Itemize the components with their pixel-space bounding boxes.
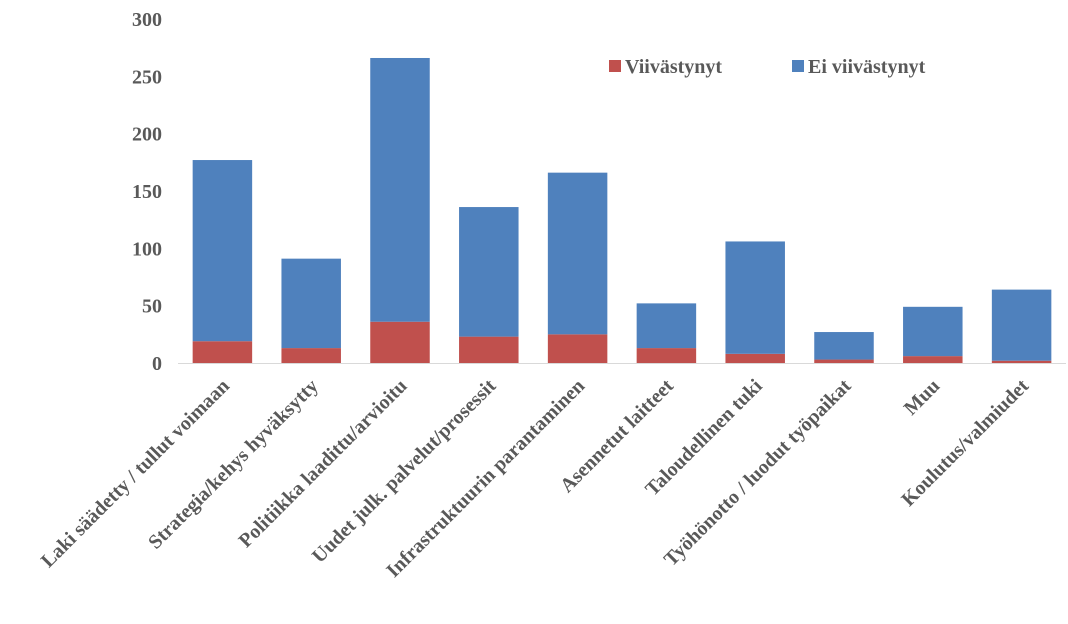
- y-tick-label: 200: [132, 124, 162, 146]
- y-tick-label: 50: [142, 296, 162, 318]
- legend-label-viivastynyt: Viivästynyt: [625, 56, 722, 78]
- bar-segment-viivastynyt: [459, 336, 519, 363]
- y-axis-ticks: 0 50 100 150 200 250 300: [132, 9, 162, 375]
- x-axis-labels: Laki säädetty / tullut voimaanStrategia/…: [37, 375, 1034, 582]
- legend: Viivästynyt Ei viivästynyt: [609, 56, 926, 78]
- y-tick-label: 100: [132, 238, 162, 260]
- y-tick-label: 0: [152, 353, 162, 375]
- bar-segment-viivastynyt: [725, 353, 785, 363]
- bar-segment-ei-viivastynyt: [814, 332, 874, 360]
- bar-segment-viivastynyt: [192, 341, 253, 363]
- x-category-label: Politiikka laadittu/arvioitu: [235, 375, 412, 552]
- bar-segment-ei-viivastynyt: [459, 207, 519, 337]
- x-category-label: Strategia/kehys hyväksytty: [144, 375, 323, 554]
- bar-segment-viivastynyt: [636, 348, 697, 363]
- bars-group: [192, 57, 1052, 363]
- legend-swatch-ei-viivastynyt: [792, 60, 804, 72]
- bar-segment-viivastynyt: [991, 360, 1052, 363]
- x-category-label: Työhönotto / luodut työpaikat: [660, 375, 856, 571]
- y-tick-label: 150: [132, 181, 162, 203]
- x-category-label: Muu: [900, 375, 945, 420]
- bar-segment-ei-viivastynyt: [281, 258, 341, 349]
- bar-segment-ei-viivastynyt: [192, 160, 253, 342]
- x-category-label: Laki säädetty / tullut voimaan: [37, 375, 234, 572]
- y-tick-label: 250: [132, 66, 162, 88]
- bar-segment-viivastynyt: [547, 334, 608, 363]
- bar-segment-ei-viivastynyt: [547, 172, 608, 335]
- bar-segment-ei-viivastynyt: [991, 289, 1052, 361]
- legend-swatch-viivastynyt: [609, 60, 621, 72]
- bar-segment-ei-viivastynyt: [370, 57, 430, 322]
- bar-segment-ei-viivastynyt: [903, 306, 963, 357]
- bar-segment-viivastynyt: [370, 321, 430, 363]
- legend-label-ei-viivastynyt: Ei viivästynyt: [808, 56, 926, 78]
- bar-segment-viivastynyt: [814, 359, 874, 363]
- bar-segment-ei-viivastynyt: [725, 241, 785, 354]
- y-tick-label: 300: [132, 9, 162, 31]
- x-category-label: Uudet julk. palvelut/prosessit: [308, 375, 501, 568]
- bar-segment-viivastynyt: [281, 348, 341, 363]
- bar-segment-viivastynyt: [903, 356, 963, 363]
- bar-segment-ei-viivastynyt: [636, 303, 697, 349]
